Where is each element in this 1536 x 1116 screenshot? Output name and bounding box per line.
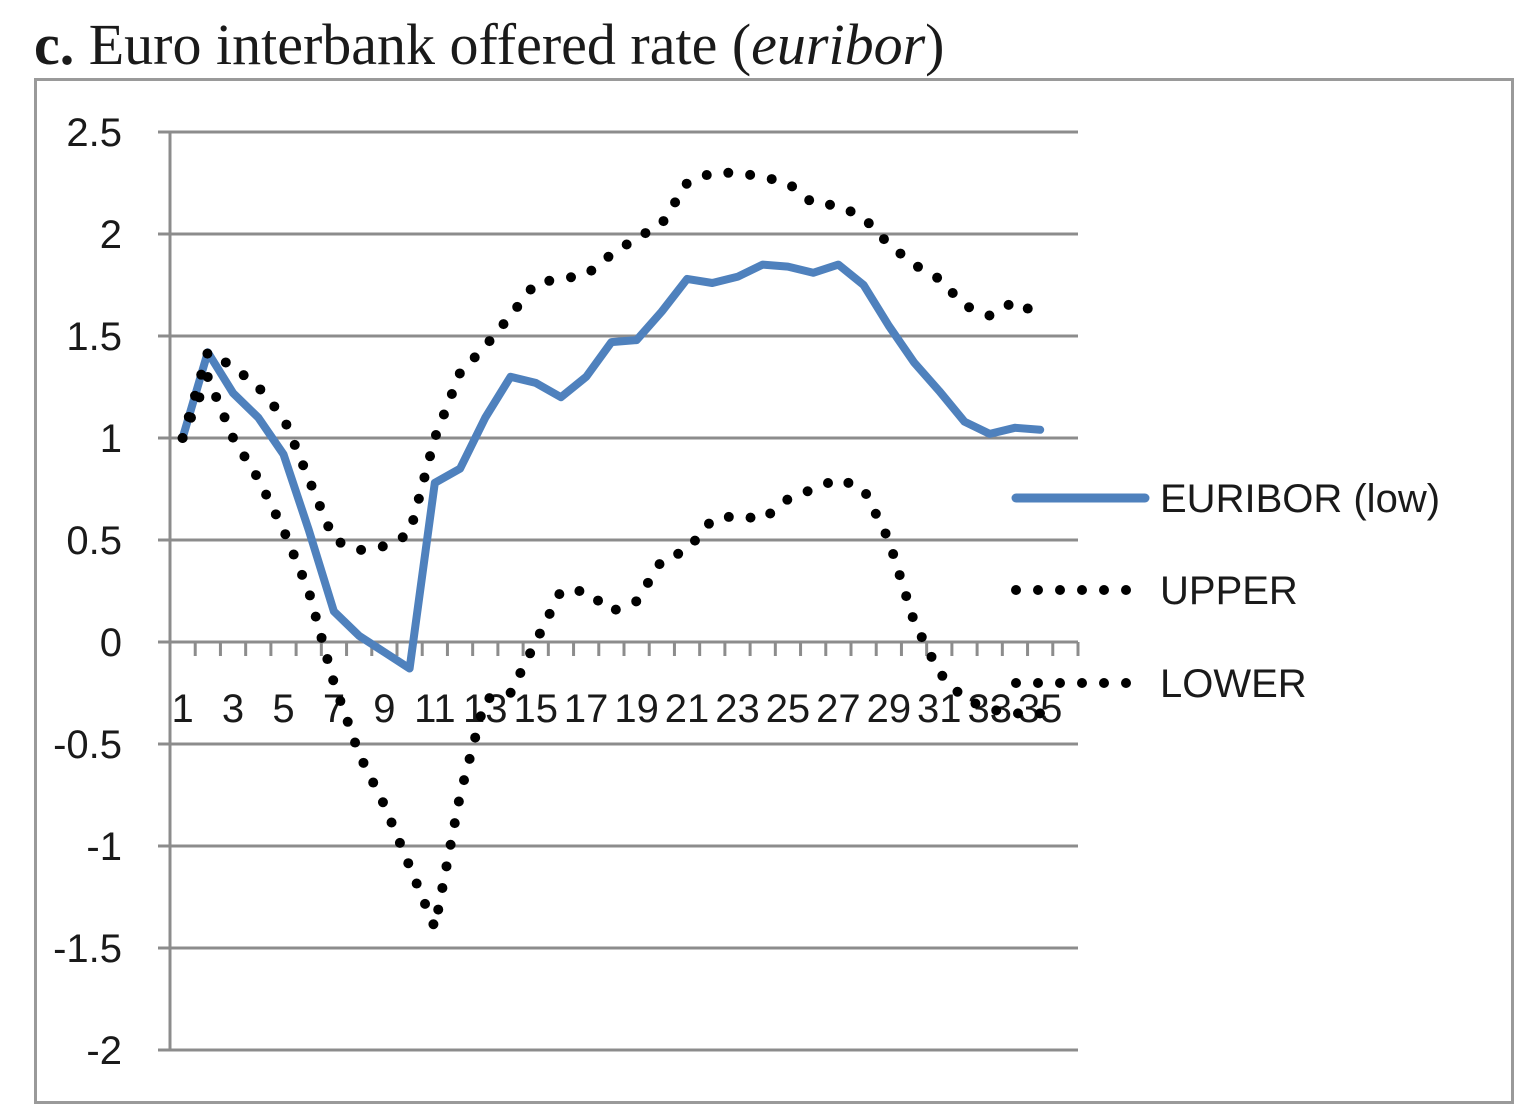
y-tick-label: -2 [86, 1029, 122, 1073]
series-line-euribor-low [178, 260, 1045, 673]
x-tick-label: 33 [967, 687, 1012, 731]
legend-label: LOWER [1160, 662, 1307, 706]
legend-label: UPPER [1160, 569, 1298, 613]
y-tick-label: 0.5 [66, 519, 122, 563]
x-tick-label: 1 [171, 687, 193, 731]
x-tick-label: 13 [463, 687, 508, 731]
x-tick-label: 11 [414, 687, 456, 731]
title-italic: euribor [751, 12, 926, 77]
series-line-lower [177, 371, 1046, 933]
axes [168, 132, 1080, 1050]
x-tick-label: 7 [323, 687, 345, 731]
title-main: Euro interbank offered rate ( [74, 12, 752, 77]
x-tick-label: 27 [816, 687, 861, 731]
x-tick-label: 3 [222, 687, 244, 731]
y-tick-label: 1 [100, 417, 122, 461]
legend: EURIBOR (low) UPPER LOWER [1011, 477, 1440, 706]
series-line-upper [177, 167, 1046, 556]
y-tick-label: 1.5 [66, 315, 122, 359]
y-tick-label: 0 [100, 621, 122, 665]
x-tick-label: 29 [867, 687, 912, 731]
title-end: ) [925, 12, 945, 77]
x-tick-label: 19 [614, 687, 659, 731]
gridlines [158, 130, 1078, 1052]
legend-label: EURIBOR (low) [1160, 477, 1440, 521]
figure-label: c. [34, 12, 75, 77]
figure-title: c. Euro interbank offered rate (euribor) [34, 10, 944, 80]
x-tick-label: 17 [564, 687, 609, 731]
x-tick-label: 23 [715, 687, 760, 731]
x-tick-label: 5 [272, 687, 294, 731]
chart-area [34, 78, 1514, 1104]
x-tick-label: 15 [513, 687, 558, 731]
y-tick-label: -1.5 [53, 927, 122, 971]
y-tick-label: 2 [100, 213, 122, 257]
x-axis-ticks: 1 3 5 7 9 11 13 15 17 19 21 23 25 27 29 31 33 35 [171, 687, 1062, 731]
x-tick-label: 21 [665, 687, 710, 731]
series-lines [177, 167, 1046, 933]
y-tick-label: -0.5 [53, 723, 122, 767]
x-tick-label: 9 [373, 687, 395, 731]
x-tick-label: 25 [766, 687, 811, 731]
y-tick-label: -1 [86, 825, 122, 869]
y-tick-label: 2.5 [66, 111, 122, 155]
y-axis-ticks: 2.5 2 1.5 1 0.5 0 -0.5 -1 -1.5 -2 [53, 111, 122, 1073]
